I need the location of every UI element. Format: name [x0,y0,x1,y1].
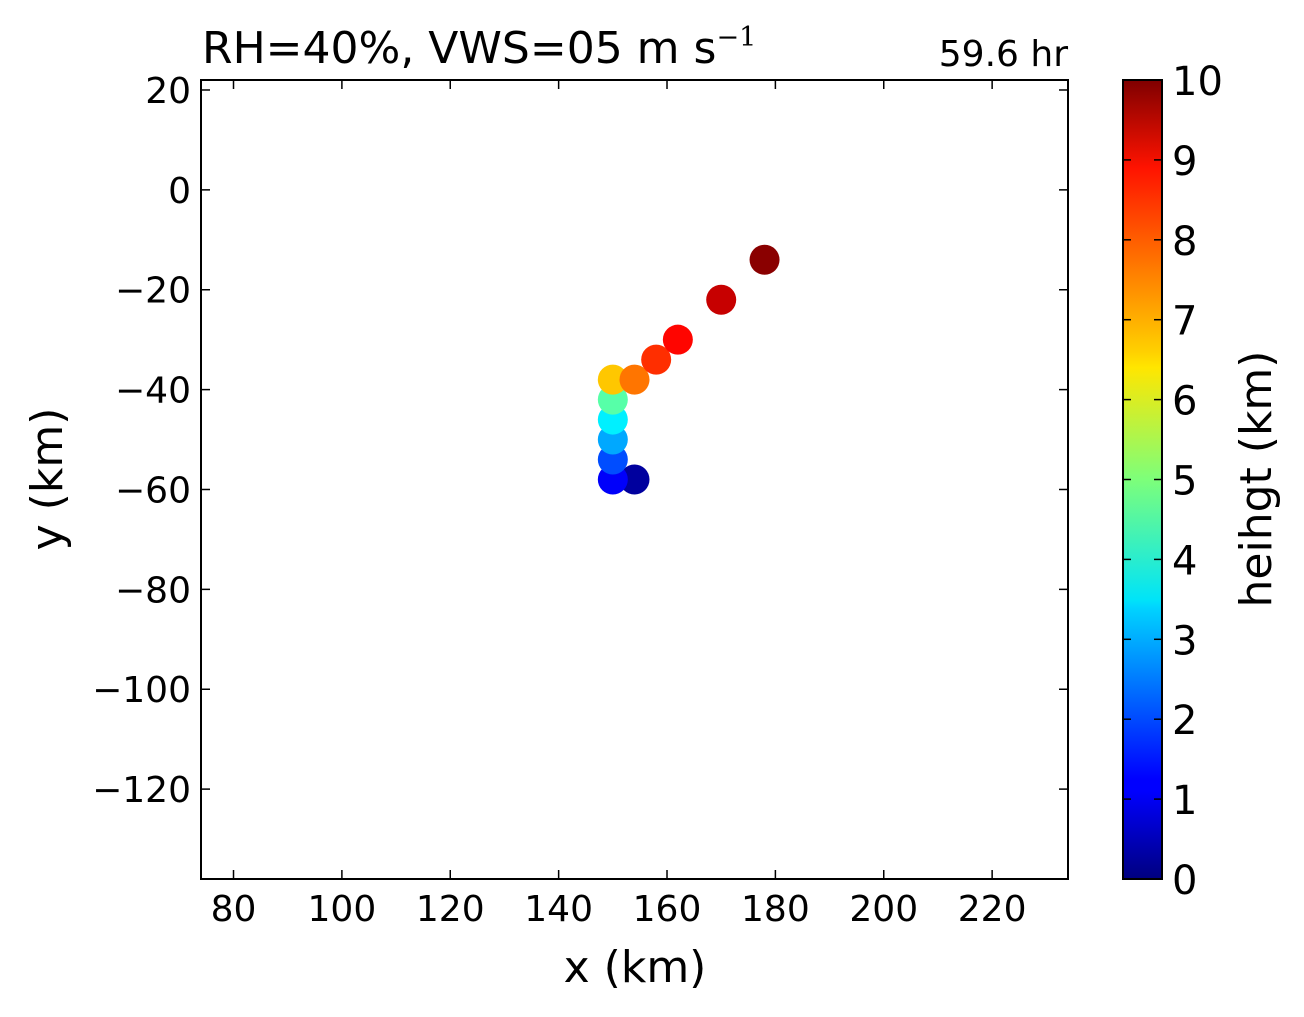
colorbar-tick-label: 8 [1172,219,1197,265]
x-tick-label: 220 [958,889,1027,930]
data-point [597,364,628,395]
data-point [619,364,650,395]
x-axis-ticks: 80 100 120 140 160 180 200 220 [211,80,1027,930]
x-tick-label: 200 [849,889,918,930]
y-tick-label: −40 [115,371,191,412]
y-tick-label: −100 [92,670,191,711]
x-tick-label: 140 [524,889,593,930]
chart-title-exponent: −1 [716,22,756,53]
data-point [706,284,737,315]
y-tick-label: −20 [115,271,191,312]
y-tick-label: 20 [145,71,191,112]
x-tick-label: 80 [211,889,257,930]
colorbar-tick-label: 1 [1172,778,1197,824]
colorbar-tick-label: 2 [1172,698,1197,744]
data-point [662,324,693,355]
data-point [749,244,780,275]
colorbar-tick-label: 9 [1172,139,1197,185]
colorbar-tick-label: 3 [1172,618,1197,664]
colorbar-tick-label: 5 [1172,459,1197,505]
x-tick-label: 100 [308,889,377,930]
y-tick-label: −80 [115,570,191,611]
scatter-points [597,244,780,495]
x-tick-label: 160 [633,889,702,930]
colorbar-tick-label: 4 [1172,538,1197,584]
y-axis-label: y (km) [22,408,73,551]
chart-title-main: RH=40%, VWS=05 m s [202,23,716,74]
y-tick-label: −60 [115,470,191,511]
data-point [619,464,650,495]
data-point [641,344,672,375]
y-tick-label: −120 [92,770,191,811]
chart-title: RH=40%, VWS=05 m s−1 [202,22,756,74]
x-axis-label: x (km) [564,942,707,993]
colorbar-tick-label: 10 [1172,59,1223,105]
colorbar-label: heihgt (km) [1231,351,1282,608]
colorbar-tick-label: 6 [1172,379,1197,425]
colorbar-tick-label: 7 [1172,299,1197,345]
y-axis-ticks: 20 0 −20 −40 −60 −80 −100 −120 [92,71,1068,811]
colorbar-ticks: 0 1 2 3 4 5 6 7 8 9 10 [1123,59,1223,904]
colorbar-tick-label: 0 [1172,858,1197,904]
y-tick-label: 0 [168,171,191,212]
x-tick-label: 180 [741,889,810,930]
time-label: 59.6 hr [939,34,1068,75]
x-tick-label: 120 [416,889,485,930]
